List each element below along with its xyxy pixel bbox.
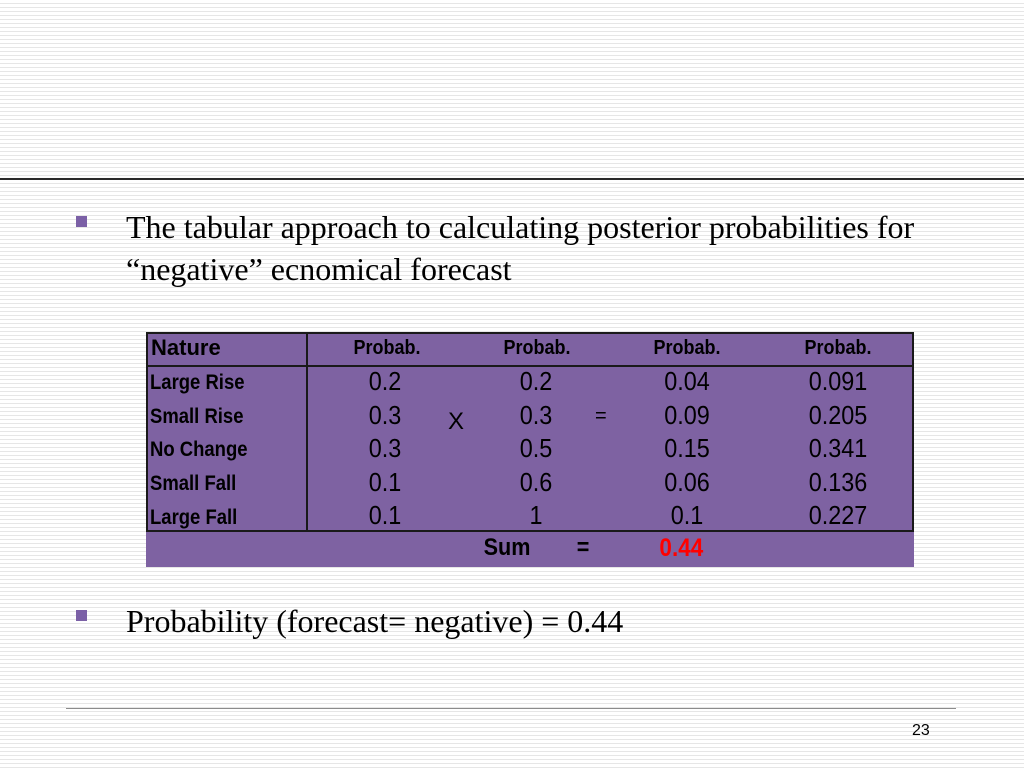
table-cell: 0.1	[368, 500, 402, 530]
posterior-table: Nature Probab. Probab. Probab. Probab. L…	[146, 332, 914, 567]
table-cell: 0.1	[368, 467, 402, 497]
row-label: No Change	[150, 438, 248, 461]
sum-value: 0.44	[659, 534, 704, 562]
table-cell: 0.341	[808, 433, 868, 463]
probability-columns	[308, 332, 914, 532]
bullet-marker	[76, 216, 87, 227]
row-label: Large Rise	[150, 371, 245, 394]
header-nature: Nature	[151, 335, 221, 360]
equals-sign: =	[595, 405, 607, 427]
title-divider	[0, 178, 1024, 180]
table-cell: 0.2	[368, 366, 402, 396]
header-prior: Probab.	[353, 337, 421, 359]
nature-column	[146, 332, 308, 532]
table-cell: 0.227	[808, 500, 868, 530]
sum-label: Sum	[483, 534, 531, 561]
row-label: Large Fall	[150, 506, 238, 529]
multiply-sign: X	[448, 408, 465, 435]
table-cell: 0.3	[519, 400, 553, 430]
table-cell: 0.3	[368, 400, 402, 430]
table-cell: 0.06	[664, 467, 710, 497]
table-cell: 0.6	[519, 467, 553, 497]
table-cell: 0.15	[664, 433, 710, 463]
row-label: Small Rise	[150, 405, 244, 428]
header-posterior: Probab.	[804, 337, 872, 359]
table-cell: 0.04	[664, 366, 710, 396]
bullet-marker	[76, 610, 87, 621]
footer-divider	[66, 708, 956, 709]
page-number: 23	[912, 722, 930, 739]
table-cell: 0.5	[519, 433, 553, 463]
sum-equals-sign: =	[576, 534, 590, 561]
header-joint: Probab.	[653, 337, 721, 359]
table-cell: 0.09	[664, 400, 710, 430]
table-cell: 1	[529, 500, 543, 530]
table-cell: 0.3	[368, 433, 402, 463]
table-cell: 0.091	[808, 366, 868, 396]
header-conditional: Probab.	[503, 337, 571, 359]
row-label: Small Fall	[150, 472, 237, 495]
bullet-text-result: Probability (forecast= negative) = 0.44	[126, 603, 624, 639]
table-cell: 0.136	[808, 467, 868, 497]
bullet-text-intro: The tabular approach to calculating post…	[126, 209, 915, 287]
table-cell: 0.2	[519, 366, 553, 396]
table-cell: 0.205	[808, 400, 868, 430]
header-divider	[146, 365, 914, 367]
table-cell: 0.1	[670, 500, 704, 530]
